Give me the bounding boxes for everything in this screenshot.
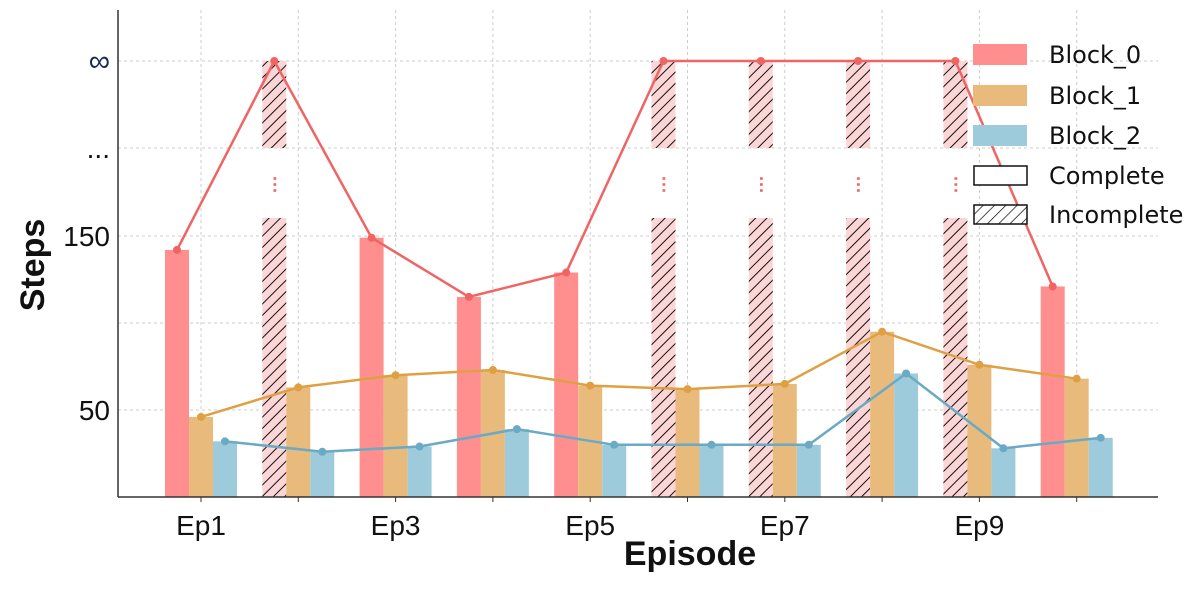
bar-block_2 xyxy=(407,446,432,497)
marker-block_0 xyxy=(367,233,376,242)
bar-block_2 xyxy=(504,429,529,497)
legend-swatch-block-0 xyxy=(973,44,1027,65)
lines xyxy=(173,57,1105,456)
line-block_0 xyxy=(175,58,1054,299)
marker-block_0 xyxy=(464,292,473,301)
bar-block_1 xyxy=(189,416,213,497)
legend-label-block-2: Block_2 xyxy=(1049,122,1141,150)
marker-block_0 xyxy=(951,57,960,65)
bar-block_1 xyxy=(383,375,408,497)
ticks: 50 150... ∞ Ep1 Ep3 Ep5 Ep7 Ep9 xyxy=(63,45,1078,541)
bar-block_2 xyxy=(699,444,724,497)
marker-block_1 xyxy=(294,383,303,392)
bar-block_0-incomplete-top xyxy=(748,61,773,148)
bar-block_0 xyxy=(359,237,384,498)
bar-block_0-incomplete-top xyxy=(846,61,871,148)
legend-swatch-complete xyxy=(973,165,1028,186)
bar-block_0 xyxy=(165,249,189,497)
x-tick-label: Ep5 xyxy=(565,510,615,541)
marker-block_1 xyxy=(488,365,497,374)
legend-swatch-block-2 xyxy=(973,125,1027,146)
x-axis-label: Episode xyxy=(624,535,756,573)
legend-swatch-block-1 xyxy=(973,85,1027,106)
marker-block_0 xyxy=(270,57,279,65)
legend-swatch-incomplete xyxy=(973,204,1028,225)
bar-block_0-incomplete xyxy=(846,218,871,497)
bar-block_0-incomplete-top xyxy=(651,61,676,148)
bar-block_1 xyxy=(286,387,311,497)
bar-block_2 xyxy=(796,444,821,497)
marker-block_2 xyxy=(707,440,716,449)
marker-block_0 xyxy=(562,268,571,277)
bar-block_2 xyxy=(213,441,237,497)
x-tick-label: Ep7 xyxy=(760,510,810,541)
legend-label-block-0: Block_0 xyxy=(1049,41,1141,69)
marker-block_0 xyxy=(659,57,668,65)
line-block_1 xyxy=(200,330,1077,419)
marker-block_0 xyxy=(1048,282,1057,291)
axis-break-dots: ··· xyxy=(264,176,284,194)
marker-block_1 xyxy=(197,412,205,421)
marker-block_2 xyxy=(804,440,813,449)
bar-block_0 xyxy=(456,296,481,497)
marker-block_1 xyxy=(1072,374,1081,383)
y-axis-label: Steps xyxy=(14,219,52,312)
bar-block_1 xyxy=(675,389,700,497)
x-tick-label: Ep1 xyxy=(176,510,226,541)
bar-block_2 xyxy=(1088,437,1113,497)
marker-block_1 xyxy=(586,381,595,390)
bar-block_1 xyxy=(1064,378,1089,497)
bar-block_1 xyxy=(772,383,797,497)
bar-block_2 xyxy=(991,448,1016,497)
y-tick-label: 50 xyxy=(79,395,110,426)
bar-block_2 xyxy=(894,373,919,497)
marker-block_2 xyxy=(318,447,327,456)
bar-block_2 xyxy=(602,444,627,497)
bar-block_1 xyxy=(870,331,895,497)
bar-block_0-incomplete xyxy=(262,218,287,497)
legend: Block_0 Block_1 Block_2 Complete Incompl… xyxy=(973,41,1183,229)
marker-block_1 xyxy=(391,371,400,380)
bar-block_0-incomplete xyxy=(748,218,773,497)
bar-block_2 xyxy=(310,451,335,497)
bars: ··· ··· ··· ··· ··· xyxy=(165,61,1113,498)
bar-block_0 xyxy=(554,272,579,497)
axis-break-dots: ··· xyxy=(945,176,965,194)
axis-break-dots: ··· xyxy=(751,176,771,194)
marker-block_1 xyxy=(878,327,887,336)
y-tick-label: ... xyxy=(87,133,110,164)
legend-label-incomplete: Incomplete xyxy=(1049,201,1183,229)
bar-block_0-incomplete xyxy=(651,218,676,497)
marker-block_2 xyxy=(1096,433,1105,442)
marker-block_2 xyxy=(221,437,229,446)
x-tick-label: Ep3 xyxy=(371,510,421,541)
bar-block_0 xyxy=(1040,286,1065,497)
y-tick-label: ∞ xyxy=(89,45,110,78)
marker-block_1 xyxy=(780,379,789,388)
axes xyxy=(117,10,1158,498)
bar-block_0-incomplete-top xyxy=(943,61,968,148)
marker-block_2 xyxy=(415,442,424,451)
marker-block_2 xyxy=(902,369,911,378)
legend-label-complete: Complete xyxy=(1049,162,1165,190)
axis-break-dots: ··· xyxy=(848,176,868,194)
marker-block_0 xyxy=(173,245,181,254)
x-tick-label: Ep9 xyxy=(954,510,1004,541)
marker-block_0 xyxy=(854,57,863,65)
y-tick-label: 150 xyxy=(63,221,110,252)
marker-block_2 xyxy=(512,425,521,434)
marker-block_1 xyxy=(975,360,984,369)
axis-break-dots: ··· xyxy=(654,176,674,194)
legend-label-block-1: Block_1 xyxy=(1049,82,1141,110)
marker-block_1 xyxy=(683,385,692,394)
marker-block_0 xyxy=(756,57,765,65)
marker-block_2 xyxy=(610,440,619,449)
marker-block_2 xyxy=(999,444,1008,453)
line-block_2 xyxy=(224,371,1101,454)
